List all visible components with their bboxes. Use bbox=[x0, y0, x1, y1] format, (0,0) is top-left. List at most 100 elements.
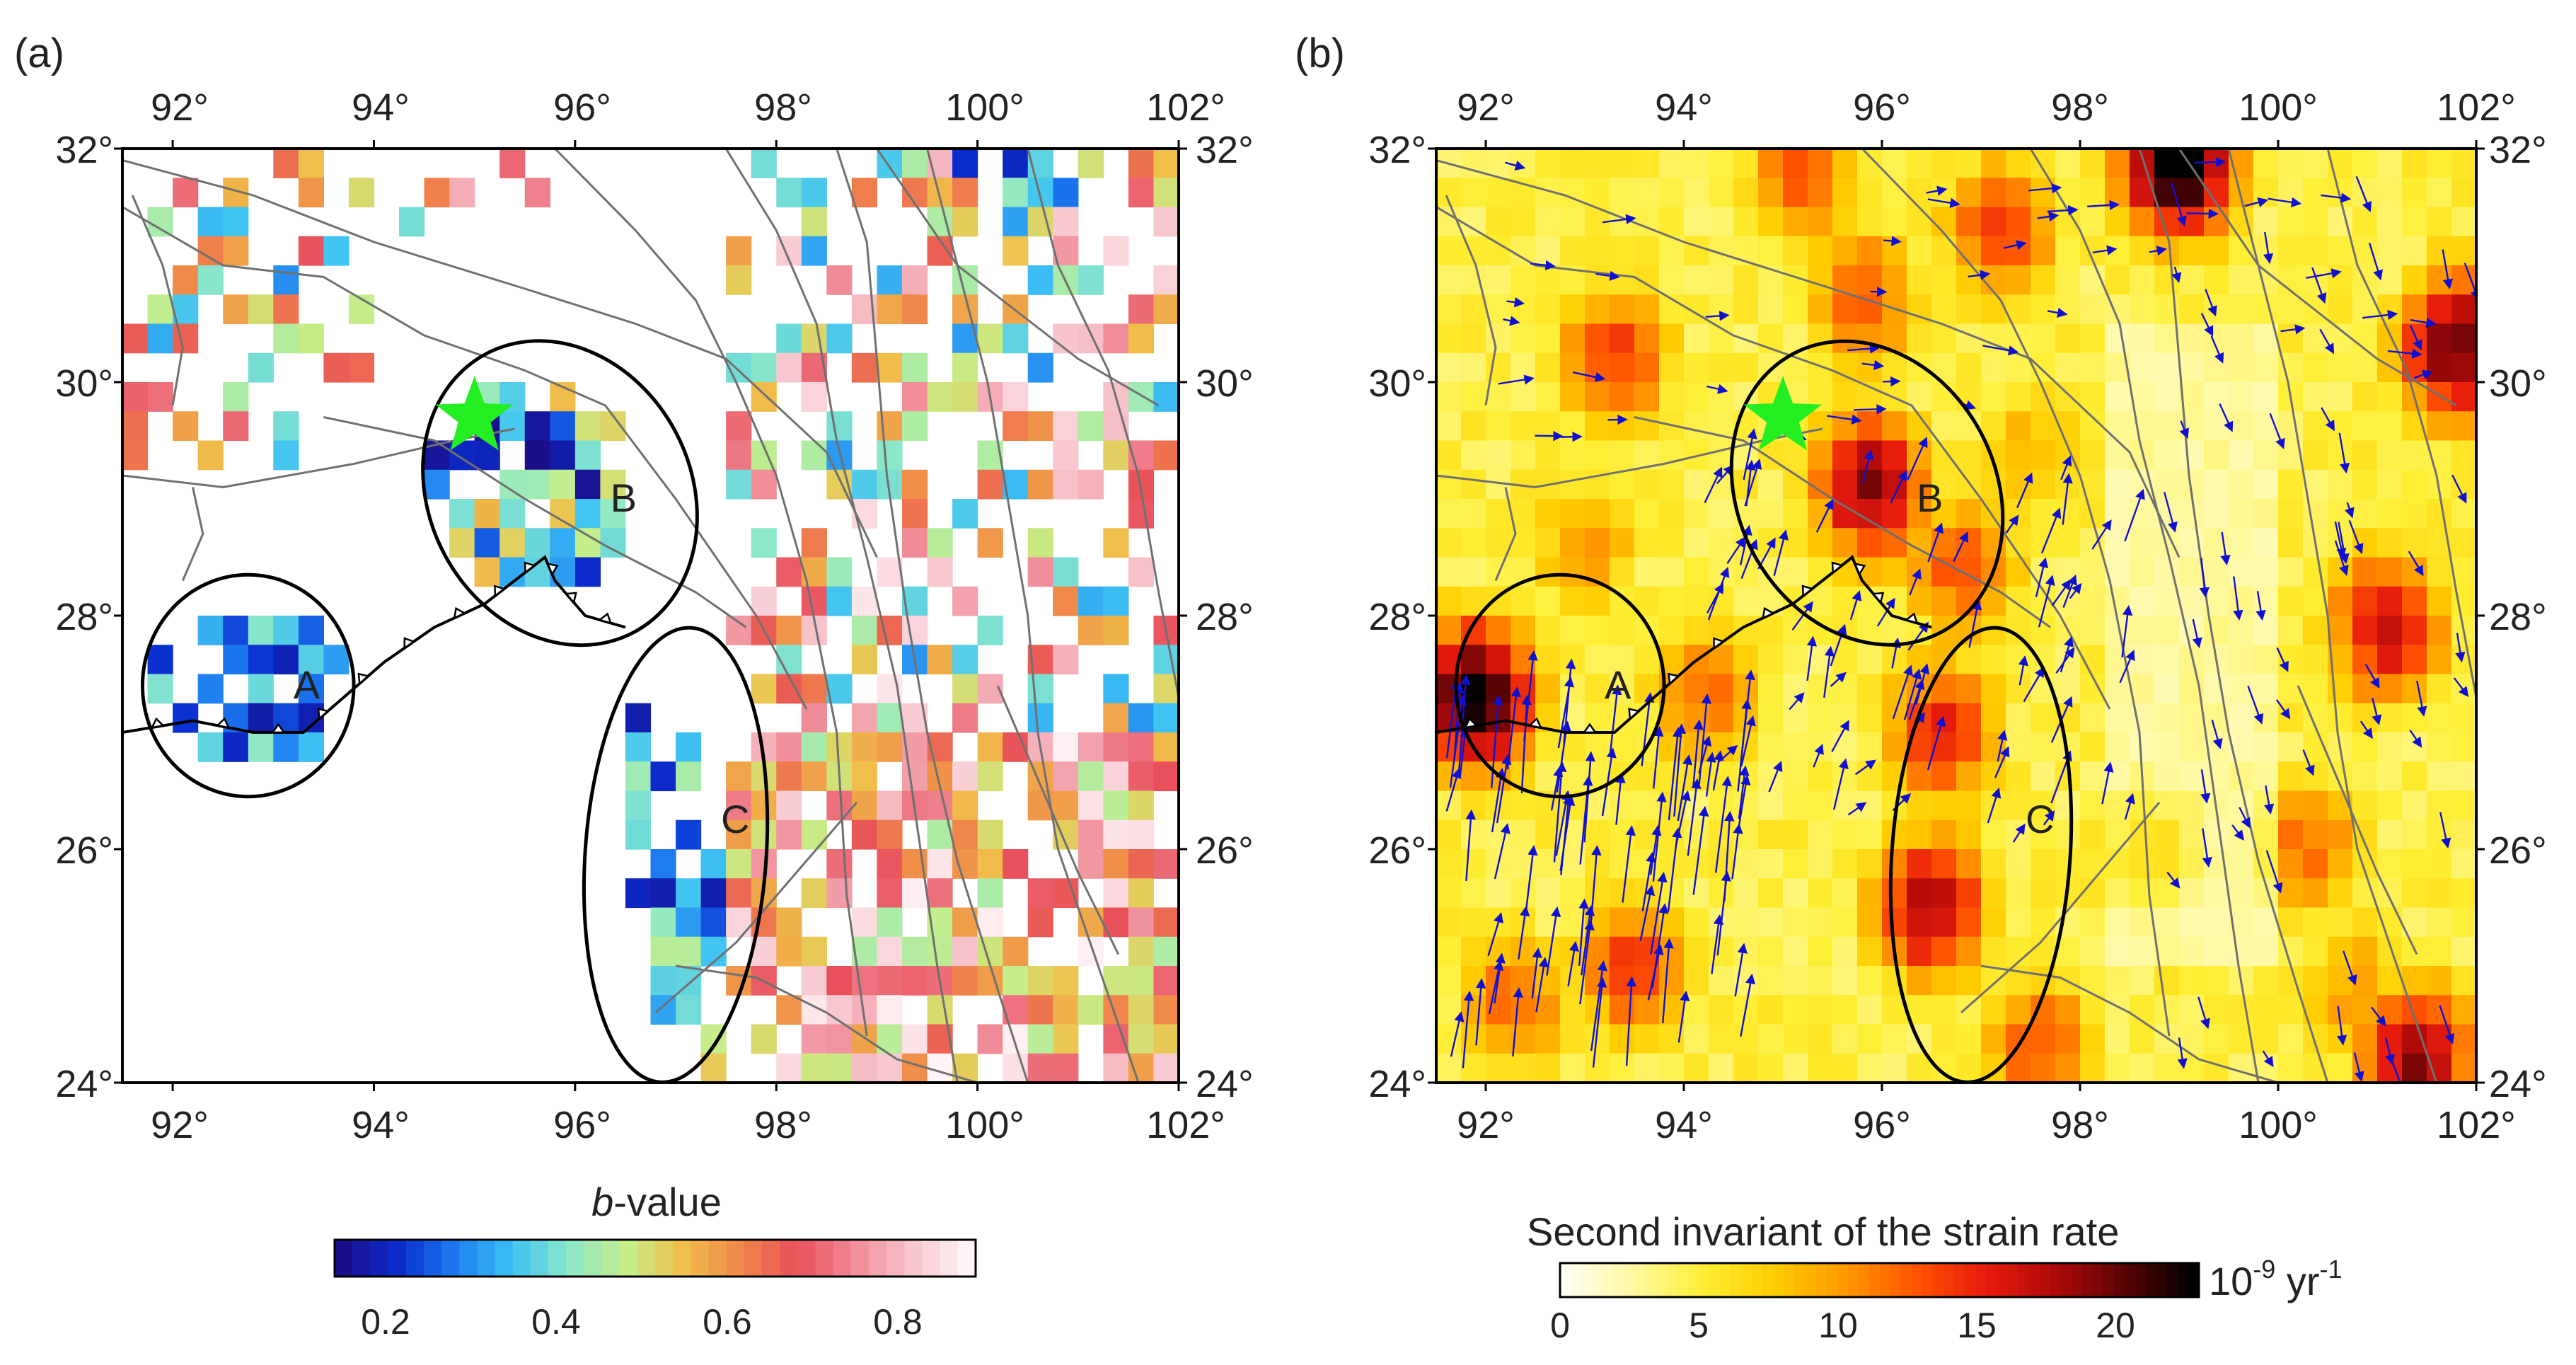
strain-cell bbox=[2303, 1024, 2328, 1054]
strain-cell bbox=[1634, 149, 1660, 179]
strain-cell bbox=[2377, 236, 2403, 266]
strain-cell bbox=[1535, 528, 1561, 558]
strain-cell bbox=[2204, 149, 2229, 179]
velocity-arrow bbox=[2192, 618, 2202, 649]
thrust-tooth bbox=[1463, 717, 1479, 729]
velocity-arrow bbox=[1789, 692, 1805, 710]
bvalue-cell bbox=[977, 936, 1003, 967]
strain-cell bbox=[1733, 674, 1759, 704]
bvalue-cell bbox=[877, 352, 903, 383]
bvalue-cell bbox=[877, 819, 903, 850]
strain-cell bbox=[2204, 878, 2229, 909]
strain-cell bbox=[2080, 440, 2106, 471]
bvalue-cell bbox=[801, 1024, 827, 1054]
bvalue-cell bbox=[726, 411, 752, 442]
strain-cell bbox=[2031, 294, 2056, 325]
velocity-arrow bbox=[1692, 719, 1704, 785]
strain-cell bbox=[1857, 236, 1883, 266]
strain-cell bbox=[2105, 907, 2130, 938]
strain-cell bbox=[1956, 878, 1982, 909]
strain-cell bbox=[1981, 294, 2006, 325]
strain-cell bbox=[2377, 528, 2403, 558]
strain-cell bbox=[1610, 352, 1635, 383]
strain-cell bbox=[1610, 616, 1635, 646]
colorbar-b: Second invariant of the strain rate 10-9… bbox=[1527, 1209, 2343, 1345]
bvalue-cell bbox=[901, 936, 928, 967]
bvalue-cell bbox=[726, 849, 752, 879]
bvalue-cell bbox=[474, 499, 500, 529]
strain-cell bbox=[1436, 469, 1462, 500]
strain-cell bbox=[1511, 499, 1536, 529]
strain-cell bbox=[2154, 323, 2180, 354]
strain-cell bbox=[1882, 265, 1907, 296]
strain-cell bbox=[2154, 178, 2180, 208]
strain-cell bbox=[1560, 528, 1586, 558]
strain-cell bbox=[2204, 966, 2229, 996]
bvalue-cell bbox=[826, 411, 853, 442]
bvalue-cell bbox=[625, 790, 652, 821]
bvalue-cell bbox=[1153, 1053, 1179, 1083]
bvalue-cell bbox=[1053, 790, 1079, 821]
strain-cell bbox=[2204, 616, 2229, 646]
strain-cell bbox=[1511, 995, 1536, 1025]
strain-cell bbox=[1783, 557, 1808, 587]
bvalue-cell bbox=[726, 761, 752, 792]
bvalue-cell bbox=[952, 936, 978, 967]
velocity-arrow bbox=[1737, 698, 1752, 792]
strain-cell bbox=[1808, 966, 1833, 996]
velocity-arrow bbox=[2210, 335, 2224, 364]
strain-cell bbox=[2229, 323, 2254, 354]
strain-cell bbox=[2253, 440, 2279, 471]
strain-cell bbox=[2303, 178, 2328, 208]
strain-cell bbox=[2303, 878, 2328, 909]
colorbar-swatch bbox=[922, 1240, 941, 1277]
strain-cell bbox=[2130, 528, 2155, 558]
strain-cell bbox=[1610, 265, 1635, 296]
strain-cell bbox=[2031, 499, 2056, 529]
velocity-arrow bbox=[1907, 621, 1929, 651]
bvalue-cell bbox=[826, 586, 853, 616]
strain-cell bbox=[2229, 469, 2254, 500]
velocity-arrow bbox=[2280, 324, 2306, 335]
strain-cell bbox=[2303, 323, 2328, 354]
velocity-arrow bbox=[1560, 793, 1573, 875]
strain-cell bbox=[1857, 995, 1883, 1025]
strain-cell bbox=[1956, 674, 1982, 704]
velocity-arrow bbox=[1714, 776, 1732, 873]
strain-cell bbox=[2130, 936, 2155, 967]
strain-cell bbox=[2402, 499, 2427, 529]
bvalue-cell bbox=[952, 674, 978, 704]
strain-cell bbox=[2352, 761, 2378, 792]
velocity-arrow bbox=[1567, 940, 1579, 987]
strain-cell bbox=[1535, 645, 1561, 675]
strain-cell bbox=[2080, 966, 2106, 996]
velocity-arrow bbox=[2439, 1005, 2455, 1044]
thrust-tooth bbox=[403, 637, 416, 650]
strain-cell bbox=[2006, 732, 2031, 763]
strain-cell bbox=[2130, 586, 2155, 616]
strain-cell bbox=[1907, 790, 1932, 821]
strain-cell bbox=[2130, 323, 2155, 354]
velocity-arrow bbox=[2321, 407, 2335, 432]
bvalue-cell bbox=[449, 178, 475, 208]
strain-cell bbox=[2055, 586, 2081, 616]
velocity-arrow bbox=[1609, 684, 1622, 754]
strain-cell bbox=[1832, 878, 1858, 909]
velocity-arrow bbox=[2003, 240, 2027, 250]
strain-cell bbox=[2328, 819, 2353, 850]
panel-b-bottom-labels: 92° 94° 96° 98° 100° 102° bbox=[1457, 1104, 2516, 1146]
bvalue-cell bbox=[1003, 411, 1029, 442]
colorbar-swatch bbox=[1645, 1263, 1657, 1297]
velocity-arrow bbox=[1903, 668, 1922, 720]
bvalue-cell bbox=[1128, 878, 1155, 909]
strain-cell bbox=[1684, 1053, 1709, 1083]
strain-cell bbox=[1486, 878, 1511, 909]
strain-cell bbox=[2427, 149, 2452, 179]
strain-cell bbox=[2006, 878, 2031, 909]
velocity-arrow bbox=[2149, 246, 2167, 256]
strain-cell bbox=[1758, 499, 1784, 529]
thrust-tooth bbox=[546, 562, 559, 577]
bvalue-cell bbox=[927, 995, 953, 1025]
strain-cell bbox=[1956, 1024, 1982, 1054]
bvalue-cell bbox=[1003, 236, 1029, 266]
